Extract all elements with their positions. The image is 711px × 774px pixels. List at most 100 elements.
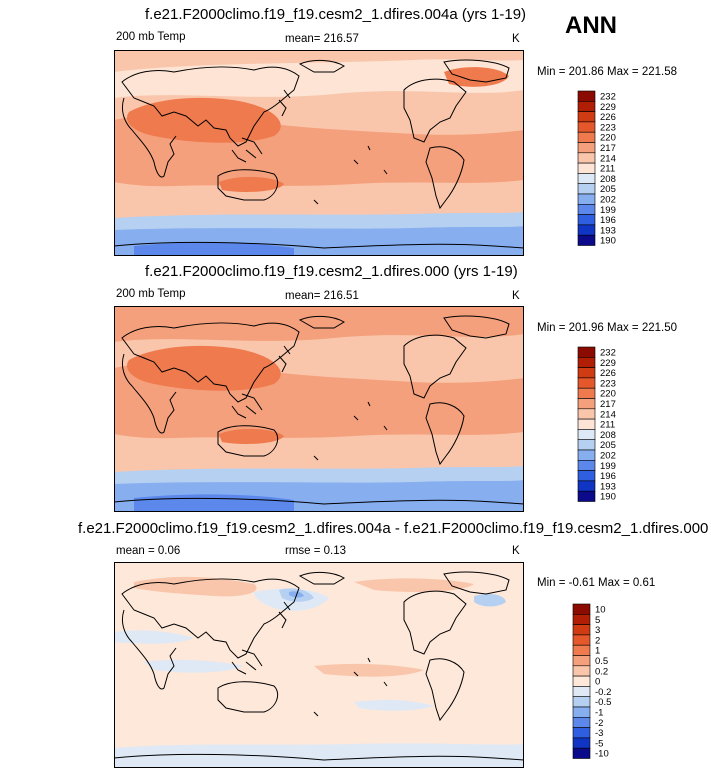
- panel3-antarctic-cool: [114, 743, 524, 768]
- colorbar-box: [577, 439, 596, 451]
- colorbar-box: [577, 152, 596, 164]
- panel2-colorbar: 232 229 226 223 220 217 214 211 208 205 202 199 196 1…: [577, 346, 638, 512]
- colorbar-box: [577, 418, 596, 430]
- colorbar-box: [577, 173, 596, 185]
- colorbar-label: 229: [600, 102, 616, 113]
- panel1-polar-band: [114, 50, 524, 72]
- colorbar-label: 226: [600, 112, 616, 123]
- colorbar-box: [577, 234, 596, 246]
- panel1-mean-label: mean= 216.57: [285, 33, 359, 45]
- panel2-australia-warm: [219, 428, 284, 444]
- colorbar-box: [577, 398, 596, 410]
- panel3-mean-label: mean = 0.06: [116, 545, 181, 557]
- panel2-map-svg: [114, 306, 524, 512]
- colorbar-label: 193: [600, 481, 616, 492]
- colorbar-label: 3: [595, 625, 600, 636]
- colorbar-box: [577, 193, 596, 205]
- colorbar-label: 217: [600, 399, 616, 410]
- panel1-asia-warm: [126, 97, 281, 143]
- colorbar-box: [577, 204, 596, 215]
- colorbar-label: 214: [600, 153, 616, 164]
- panel2-map: [114, 306, 524, 512]
- colorbar-label: 211: [600, 164, 615, 175]
- colorbar-box: [577, 346, 596, 358]
- colorbar-box: [572, 747, 591, 759]
- colorbar-box: [572, 644, 591, 656]
- colorbar-box: [577, 90, 596, 102]
- colorbar-label: 0.2: [595, 666, 608, 677]
- panel3-colorbar: 10 5 3 2 1 0.5 0.2 0 -0.2 -0.5 -1 -2 -3 -5 -10: [572, 603, 633, 769]
- colorbar-label: -10: [595, 749, 609, 760]
- panel3-rmse-label: rmse = 0.13: [285, 545, 347, 557]
- colorbar-label: 199: [600, 461, 616, 472]
- panel1-australia-warm: [219, 176, 284, 192]
- colorbar-label: 208: [600, 174, 616, 185]
- colorbar-label: 5: [595, 615, 600, 626]
- colorbar-label: 226: [600, 368, 616, 379]
- panel2-frame: [114, 306, 524, 512]
- colorbar-box: [577, 214, 596, 226]
- colorbar-box: [572, 624, 591, 636]
- colorbar-box: [577, 470, 596, 482]
- colorbar-box: [577, 429, 596, 441]
- colorbar-label: 202: [600, 194, 616, 205]
- colorbar-box: [572, 665, 591, 677]
- colorbar-box: [577, 490, 596, 502]
- panel3-tropical-warm: [314, 663, 424, 677]
- colorbar-box: [577, 183, 596, 195]
- colorbar-label: 217: [600, 143, 616, 154]
- colorbar-label: 2: [595, 635, 600, 646]
- colorbar-label: 190: [600, 236, 616, 247]
- colorbar-box: [572, 686, 591, 698]
- colorbar-box: [577, 357, 596, 368]
- panel1-left-label: 200 mb Temp: [116, 31, 186, 43]
- colorbar-label: 190: [600, 492, 616, 503]
- colorbar-label: 205: [600, 184, 616, 195]
- colorbar-label: 208: [600, 430, 616, 441]
- colorbar-label: -2: [595, 718, 603, 729]
- panel1-colorbar-svg: 2322292262232202172142112082052021991961…: [577, 90, 616, 247]
- panel2-left-label: 200 mb Temp: [116, 288, 186, 300]
- season-label: ANN: [565, 12, 617, 39]
- colorbar-label: 223: [600, 378, 616, 389]
- panel3-coastlines: [114, 571, 524, 761]
- colorbar-box: [577, 162, 596, 174]
- panel2-units: K: [512, 290, 520, 302]
- colorbar-label: 220: [600, 133, 616, 144]
- panel1-frame: [114, 50, 524, 256]
- colorbar-box: [572, 696, 591, 708]
- panel3-indian-cool: [144, 659, 244, 673]
- colorbar-label: -0.2: [595, 687, 611, 698]
- panel2-north-band: [114, 306, 524, 342]
- panel3-minmax: Min = -0.61 Max = 0.61: [537, 577, 656, 589]
- colorbar-label: 229: [600, 358, 616, 369]
- colorbar-label: -0.5: [595, 697, 611, 708]
- panel2-mean-label: mean= 216.51: [285, 290, 359, 302]
- colorbar-label: -3: [595, 728, 603, 739]
- colorbar-box: [577, 408, 596, 420]
- panel2-pacific-cool: [344, 359, 434, 379]
- panel2-asia-warm: [126, 345, 281, 391]
- panel1-title: f.e21.F2000climo.f19_f19.cesm2_1.dfires.…: [145, 6, 527, 23]
- colorbar-box: [572, 603, 591, 615]
- panel2-coastlines: [114, 315, 524, 505]
- colorbar-label: 232: [600, 91, 616, 102]
- panel3-units: K: [512, 545, 520, 557]
- panel3-title: f.e21.F2000climo.f19_f19.cesm2_1.dfires.…: [78, 520, 709, 537]
- colorbar-box: [572, 737, 591, 749]
- colorbar-label: 196: [600, 215, 616, 226]
- colorbar-box: [577, 111, 596, 123]
- colorbar-box: [577, 460, 596, 471]
- colorbar-label: 220: [600, 389, 616, 400]
- colorbar-label: 10: [595, 604, 606, 615]
- colorbar-label: 0.5: [595, 656, 608, 667]
- colorbar-label: 214: [600, 409, 616, 420]
- colorbar-box: [572, 706, 591, 718]
- colorbar-box: [577, 387, 596, 399]
- panel1-colorbar: 232 229 226 223 220 217 214 211 208 205 202 199 196 1…: [577, 90, 638, 256]
- colorbar-box: [577, 224, 596, 236]
- panel1-antarctic-cold: [134, 242, 294, 256]
- colorbar-box: [572, 614, 591, 625]
- colorbar-box: [577, 449, 596, 461]
- colorbar-box: [577, 121, 596, 133]
